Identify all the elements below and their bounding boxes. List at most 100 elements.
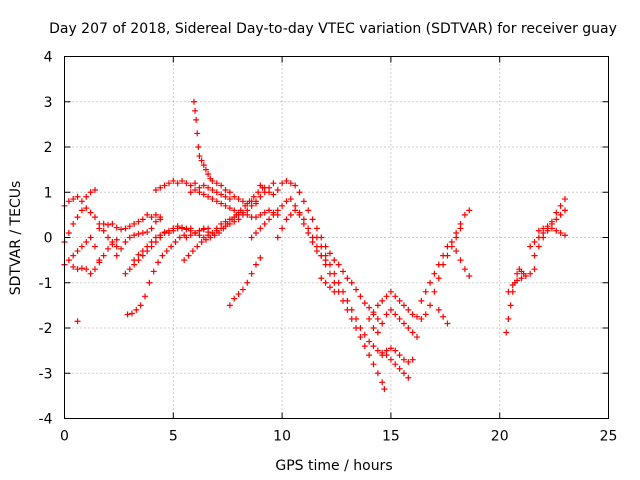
data-point [553, 209, 560, 216]
data-point [65, 257, 72, 264]
data-point [83, 239, 90, 246]
data-point [392, 293, 399, 300]
data-point [387, 345, 394, 352]
data-point [548, 218, 555, 225]
data-point [133, 306, 140, 313]
data-point [383, 293, 390, 300]
data-point [231, 193, 238, 200]
data-point [168, 243, 175, 250]
data-point [296, 189, 303, 196]
data-point [187, 225, 194, 232]
y-tick-label: 4 [44, 50, 53, 66]
data-point [266, 207, 273, 214]
data-point [192, 180, 199, 187]
data-point [427, 302, 434, 309]
data-point [507, 302, 514, 309]
data-point [157, 216, 164, 223]
data-point [418, 297, 425, 304]
data-point [400, 302, 407, 309]
data-point [200, 162, 207, 169]
data-point [192, 229, 199, 236]
data-point [185, 252, 192, 259]
x-tick-label: 5 [169, 429, 178, 445]
data-point [527, 270, 534, 277]
data-point [527, 243, 534, 250]
data-point [205, 171, 212, 178]
data-point [461, 211, 468, 218]
data-point [100, 220, 107, 227]
data-point [557, 202, 564, 209]
data-point [400, 356, 407, 363]
data-point [142, 293, 149, 300]
data-point [405, 306, 412, 313]
data-point [207, 234, 214, 241]
data-point [78, 265, 85, 272]
data-point [139, 248, 146, 255]
data-point [194, 243, 201, 250]
data-point [78, 207, 85, 214]
data-point [161, 182, 168, 189]
data-point [409, 311, 416, 318]
data-point [74, 193, 81, 200]
data-point [183, 226, 190, 233]
data-point [105, 221, 112, 228]
data-point [300, 216, 307, 223]
data-point [505, 315, 512, 322]
data-point [74, 266, 81, 273]
data-point [266, 216, 273, 223]
data-point [322, 252, 329, 259]
data-point [179, 225, 186, 232]
data-point [270, 180, 277, 187]
data-point [205, 229, 212, 236]
data-point [353, 315, 360, 322]
data-point [387, 288, 394, 295]
data-point [366, 338, 373, 345]
data-point [91, 186, 98, 193]
data-point [157, 232, 164, 239]
data-point [200, 191, 207, 198]
data-point [370, 325, 377, 331]
data-point [392, 347, 399, 354]
data-point [200, 226, 207, 233]
data-point [205, 193, 212, 200]
data-point [233, 211, 240, 218]
data-point [561, 196, 568, 203]
data-point [239, 198, 246, 205]
data-point [74, 248, 81, 255]
data-point [148, 239, 155, 246]
data-point [405, 358, 412, 365]
data-point [561, 207, 568, 214]
data-point [128, 310, 135, 317]
data-point [100, 252, 107, 259]
data-point [266, 189, 273, 196]
y-axis-label: SDTVAR / TECUs [8, 181, 24, 296]
chart-title: Day 207 of 2018, Sidereal Day-to-day VTE… [49, 21, 617, 37]
data-point [418, 315, 425, 322]
data-point [457, 257, 464, 264]
data-point [283, 198, 290, 205]
data-point [70, 263, 77, 270]
data-point [531, 266, 538, 273]
data-point [65, 229, 72, 236]
data-point [205, 184, 212, 191]
data-point [148, 214, 155, 221]
data-point [309, 216, 316, 223]
data-point [235, 291, 242, 298]
data-point [379, 379, 386, 386]
data-point [250, 193, 257, 200]
data-point [318, 275, 325, 282]
data-point [118, 245, 125, 252]
data-point [257, 182, 264, 189]
data-point [361, 343, 368, 350]
data-point [87, 189, 94, 196]
data-point [466, 207, 473, 214]
data-point [318, 243, 325, 250]
data-point [370, 361, 377, 368]
data-point [96, 259, 103, 266]
x-axis-label: GPS time / hours [275, 458, 392, 474]
data-point [190, 98, 197, 105]
data-point [113, 243, 120, 250]
data-point [274, 207, 281, 214]
data-point [196, 227, 203, 234]
data-point [279, 202, 286, 209]
